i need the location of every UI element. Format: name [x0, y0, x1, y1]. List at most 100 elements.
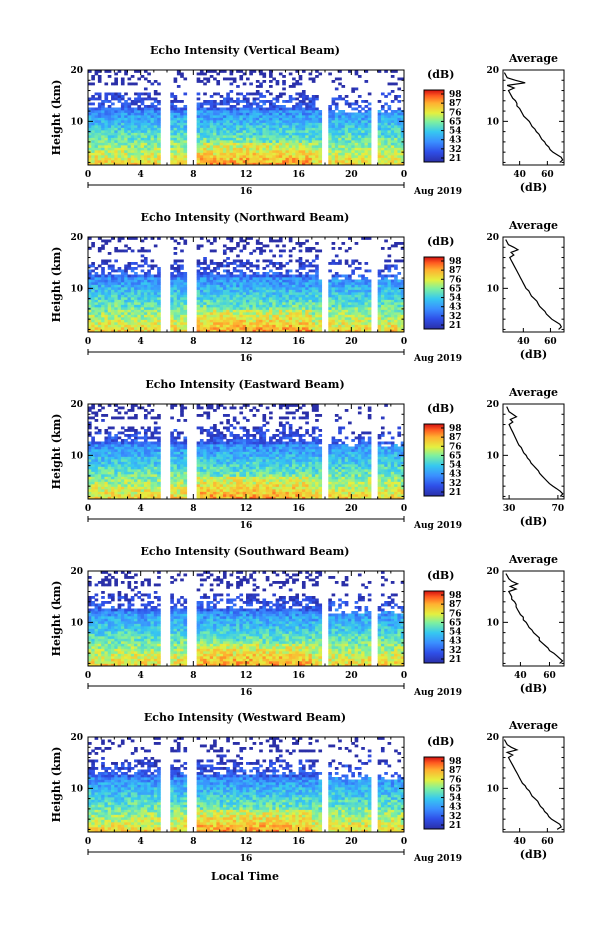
heatmap-cell — [255, 317, 260, 320]
heatmap-cell — [111, 297, 115, 300]
heatmap-cell — [111, 132, 115, 136]
heatmap-cell — [357, 324, 362, 328]
heatmap-cell — [334, 279, 339, 283]
heatmap-cell — [394, 259, 398, 263]
heatmap-cell — [318, 137, 323, 141]
heatmap-cell — [111, 287, 115, 290]
heatmap-cell — [341, 97, 346, 101]
heatmap-cell — [338, 289, 342, 293]
heatmap-cell — [311, 157, 316, 161]
heatmap-cell — [143, 324, 148, 328]
heatmap-cell — [288, 317, 293, 320]
heatmap-cell — [213, 157, 217, 161]
heatmap-cell — [124, 130, 128, 133]
heatmap-cell — [226, 145, 230, 148]
heatmap-cell — [269, 304, 273, 308]
heatmap-cell — [390, 115, 395, 118]
heatmap-cell — [232, 299, 237, 303]
heatmap-cell — [295, 132, 300, 136]
heatmap-cell — [377, 120, 382, 123]
heatmap-cell — [269, 239, 273, 243]
heatmap-cell — [394, 304, 398, 308]
heatmap-cell — [140, 299, 145, 303]
heatmap-cell — [120, 294, 125, 298]
heatmap-cell — [209, 279, 214, 283]
heatmap-cell — [272, 77, 276, 81]
heatmap-cell — [288, 135, 293, 138]
heatmap-cell — [298, 120, 303, 123]
heatmap-cell — [285, 140, 290, 143]
heatmap-cell — [176, 287, 181, 290]
heatmap-cell — [249, 107, 253, 111]
heatmap-cell — [255, 239, 260, 243]
heatmap-cell — [262, 137, 267, 141]
heatmap-cell — [341, 317, 346, 320]
heatmap-cell — [203, 324, 207, 328]
heatmap-cell — [246, 267, 250, 270]
heatmap-cell — [387, 82, 392, 86]
heatmap-cell — [222, 292, 227, 295]
heatmap-cell — [176, 142, 181, 146]
heatmap-cell — [298, 147, 303, 151]
heatmap-cell — [101, 115, 105, 118]
heatmap-cell — [341, 135, 346, 138]
heatmap-cell — [361, 287, 365, 290]
heatmap-cell — [213, 117, 217, 121]
heatmap-cell — [308, 312, 313, 315]
heatmap-cell — [285, 287, 290, 290]
heatmap-cell — [288, 140, 293, 143]
heatmap-cell — [308, 279, 313, 283]
heatmap-cell — [232, 115, 237, 118]
heatmap-cell — [153, 329, 158, 333]
heatmap-cell — [114, 322, 118, 325]
heatmap-cell — [120, 237, 125, 240]
heatmap-cell — [364, 327, 369, 330]
heatmap-cell — [400, 122, 405, 126]
heatmap-cell — [134, 319, 138, 323]
heatmap-cell — [328, 145, 332, 148]
heatmap-cell — [232, 147, 237, 151]
heatmap-cell — [377, 287, 382, 290]
heatmap-cell — [232, 297, 237, 300]
heatmap-cell — [357, 304, 362, 308]
heatmap-cell — [298, 155, 303, 158]
heatmap-cell — [104, 302, 109, 305]
heatmap-cell — [226, 97, 230, 101]
heatmap-cell — [209, 284, 214, 288]
heatmap-cell — [328, 307, 332, 310]
heatmap-cell — [94, 135, 99, 138]
heatmap-cell — [259, 279, 263, 283]
heatmap-cell — [246, 307, 250, 310]
heatmap-cell — [298, 284, 303, 288]
heatmap-cell — [364, 105, 369, 108]
heatmap-cell — [242, 297, 247, 300]
heatmap-cell — [124, 322, 128, 325]
heatmap-cell — [390, 135, 395, 138]
heatmap-cell — [315, 329, 319, 333]
heatmap-cell — [351, 162, 355, 166]
heatmap-cell — [390, 140, 395, 143]
heatmap-cell — [226, 282, 230, 285]
heatmap-cell — [226, 289, 230, 293]
heatmap-cell — [351, 327, 355, 330]
heatmap-cell — [88, 284, 92, 288]
heatmap-cell — [246, 115, 250, 118]
heatmap-cell — [97, 115, 102, 118]
heatmap-cell — [107, 162, 112, 166]
heatmap-cell — [272, 282, 276, 285]
heatmap-cell — [137, 110, 142, 113]
heatmap-cell — [272, 264, 276, 268]
heatmap-cell — [173, 155, 178, 158]
heatmap-cell — [259, 110, 263, 113]
heatmap-cell — [111, 142, 115, 146]
heatmap-cell — [390, 90, 395, 93]
heatmap-cell — [196, 307, 201, 310]
heatmap-cell — [140, 274, 145, 278]
heatmap-cell — [344, 142, 349, 146]
heatmap-cell — [311, 140, 316, 143]
heatmap-cell — [111, 145, 115, 148]
heatmap-cell — [344, 152, 349, 156]
heatmap-cell — [348, 117, 352, 121]
heatmap-cell — [367, 289, 372, 293]
heatmap-cell — [226, 120, 230, 123]
